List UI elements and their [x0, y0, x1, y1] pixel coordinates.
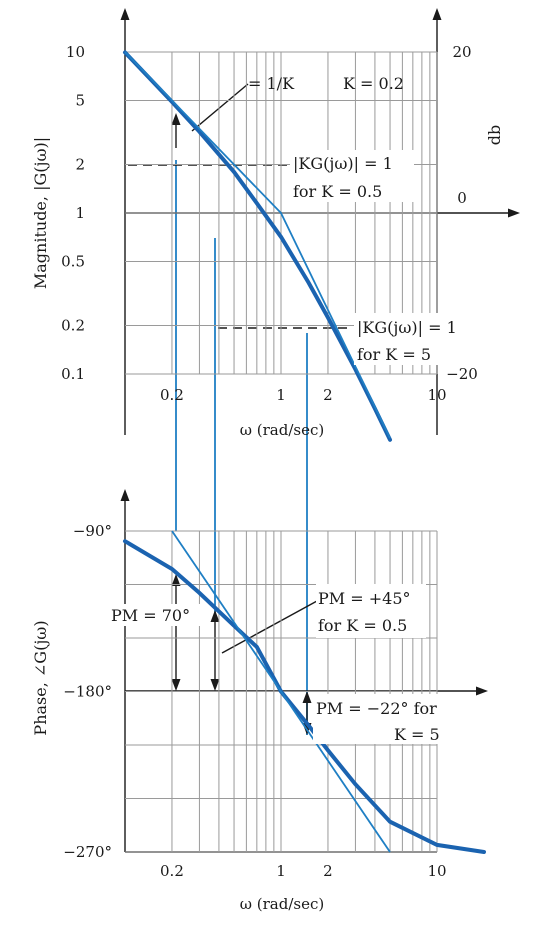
- pm45-arrow-top: [210, 610, 220, 622]
- inv-k-arrowhead: [171, 113, 181, 125]
- kg-label-bg-2: [354, 313, 444, 365]
- magnitude-y2-axis-label: db: [485, 125, 504, 145]
- magnitude-y-axis-arrow: [120, 8, 130, 20]
- magnitude-series-thin: [124, 51, 391, 439]
- phase-y-tick-label: −270°: [63, 843, 112, 861]
- phase-x-axis-label: ω (rad/sec): [240, 895, 324, 913]
- grid-layer: [125, 51, 438, 853]
- annotation-kg-unity-1: |KG(jω)| = 1: [293, 154, 393, 173]
- inv-k-pointer: [191, 83, 249, 132]
- magnitude-y-tick-label: 2: [75, 156, 85, 174]
- magnitude-y2-tick-label: −20: [446, 365, 478, 383]
- annotation-for-k-05-phase: for K = 0.5: [318, 616, 407, 635]
- phase-y-tick-label: −90°: [73, 522, 112, 540]
- annotation-k-5-phase: K = 5: [394, 725, 440, 744]
- pm45-label-bg: [316, 584, 426, 638]
- pm-neg22-label-bg: [313, 694, 457, 744]
- pm45-pointer: [221, 600, 318, 654]
- magnitude-y-tick-label: 10: [66, 43, 85, 61]
- magnitude-y2-tick-label: 0: [457, 189, 467, 207]
- phase-y-axis-label: Phase, ∠G(jω): [31, 620, 50, 735]
- magnitude-x-axis-label: ω (rad/sec): [240, 421, 324, 439]
- kg-label-bg-1: [290, 150, 414, 202]
- magnitude-y-tick-label: 0.5: [61, 252, 85, 270]
- annotation-kg-unity-2: |KG(jω)| = 1: [357, 318, 457, 337]
- annotation-pm-neg22: PM = −22° for: [316, 699, 437, 718]
- annotation-k-value: K = 0.2: [343, 74, 404, 93]
- phase-series-thick: [123, 539, 486, 854]
- pm-neg22-arrow-top: [302, 691, 312, 703]
- phase-x-tick-label: 2: [323, 862, 333, 880]
- magnitude-series-thick: [123, 50, 392, 442]
- magnitude-x-tick-label: 1: [276, 386, 286, 404]
- tick-layer: 10 5 2 1 0.5 0.2 0.1 20 0 −20 0.2 1 2 10 −90° −180° −270…: [61, 43, 478, 880]
- pm70-label-bg: [108, 604, 200, 626]
- pm45-arrow-bottom: [210, 679, 220, 691]
- magnitude-x-tick-label: 10: [427, 386, 446, 404]
- phase-y-tick-label: −180°: [63, 683, 112, 701]
- magnitude-y2-axis-arrow: [432, 8, 442, 20]
- annotation-pm-70: PM = 70°: [111, 606, 190, 625]
- phase-y-axis-arrow: [120, 489, 130, 501]
- pm70-arrow-bottom: [171, 679, 181, 691]
- magnitude-y-tick-label: 0.1: [61, 365, 85, 383]
- annotation-inv-k: = 1/K: [248, 74, 295, 93]
- minus180-axis-arrow: [476, 686, 488, 696]
- magnitude-x-tick-label: 0.2: [160, 386, 184, 404]
- annotation-pm-45: PM = +45°: [318, 589, 411, 608]
- magnitude-y2-tick-label: 20: [452, 43, 471, 61]
- magnitude-y-tick-label: 1: [75, 204, 85, 222]
- magnitude-y-tick-label: 5: [75, 91, 85, 109]
- phase-x-tick-label: 1: [276, 862, 286, 880]
- magnitude-y-tick-label: 0.2: [61, 317, 85, 335]
- annotation-for-k-05-mag: for K = 0.5: [293, 182, 382, 201]
- magnitude-y-axis-label: Magnitude, |G(jω)|: [31, 137, 50, 289]
- phase-x-tick-label: 0.2: [160, 862, 184, 880]
- series-layer: [123, 50, 486, 854]
- phase-series-thin: [171, 530, 391, 853]
- zero-db-axis-arrow: [508, 208, 520, 218]
- magnitude-x-tick-label: 2: [323, 386, 333, 404]
- pm70-arrow-top: [171, 574, 181, 586]
- annotation-for-k-5-mag: for K = 5: [357, 345, 431, 364]
- phase-x-tick-label: 10: [427, 862, 446, 880]
